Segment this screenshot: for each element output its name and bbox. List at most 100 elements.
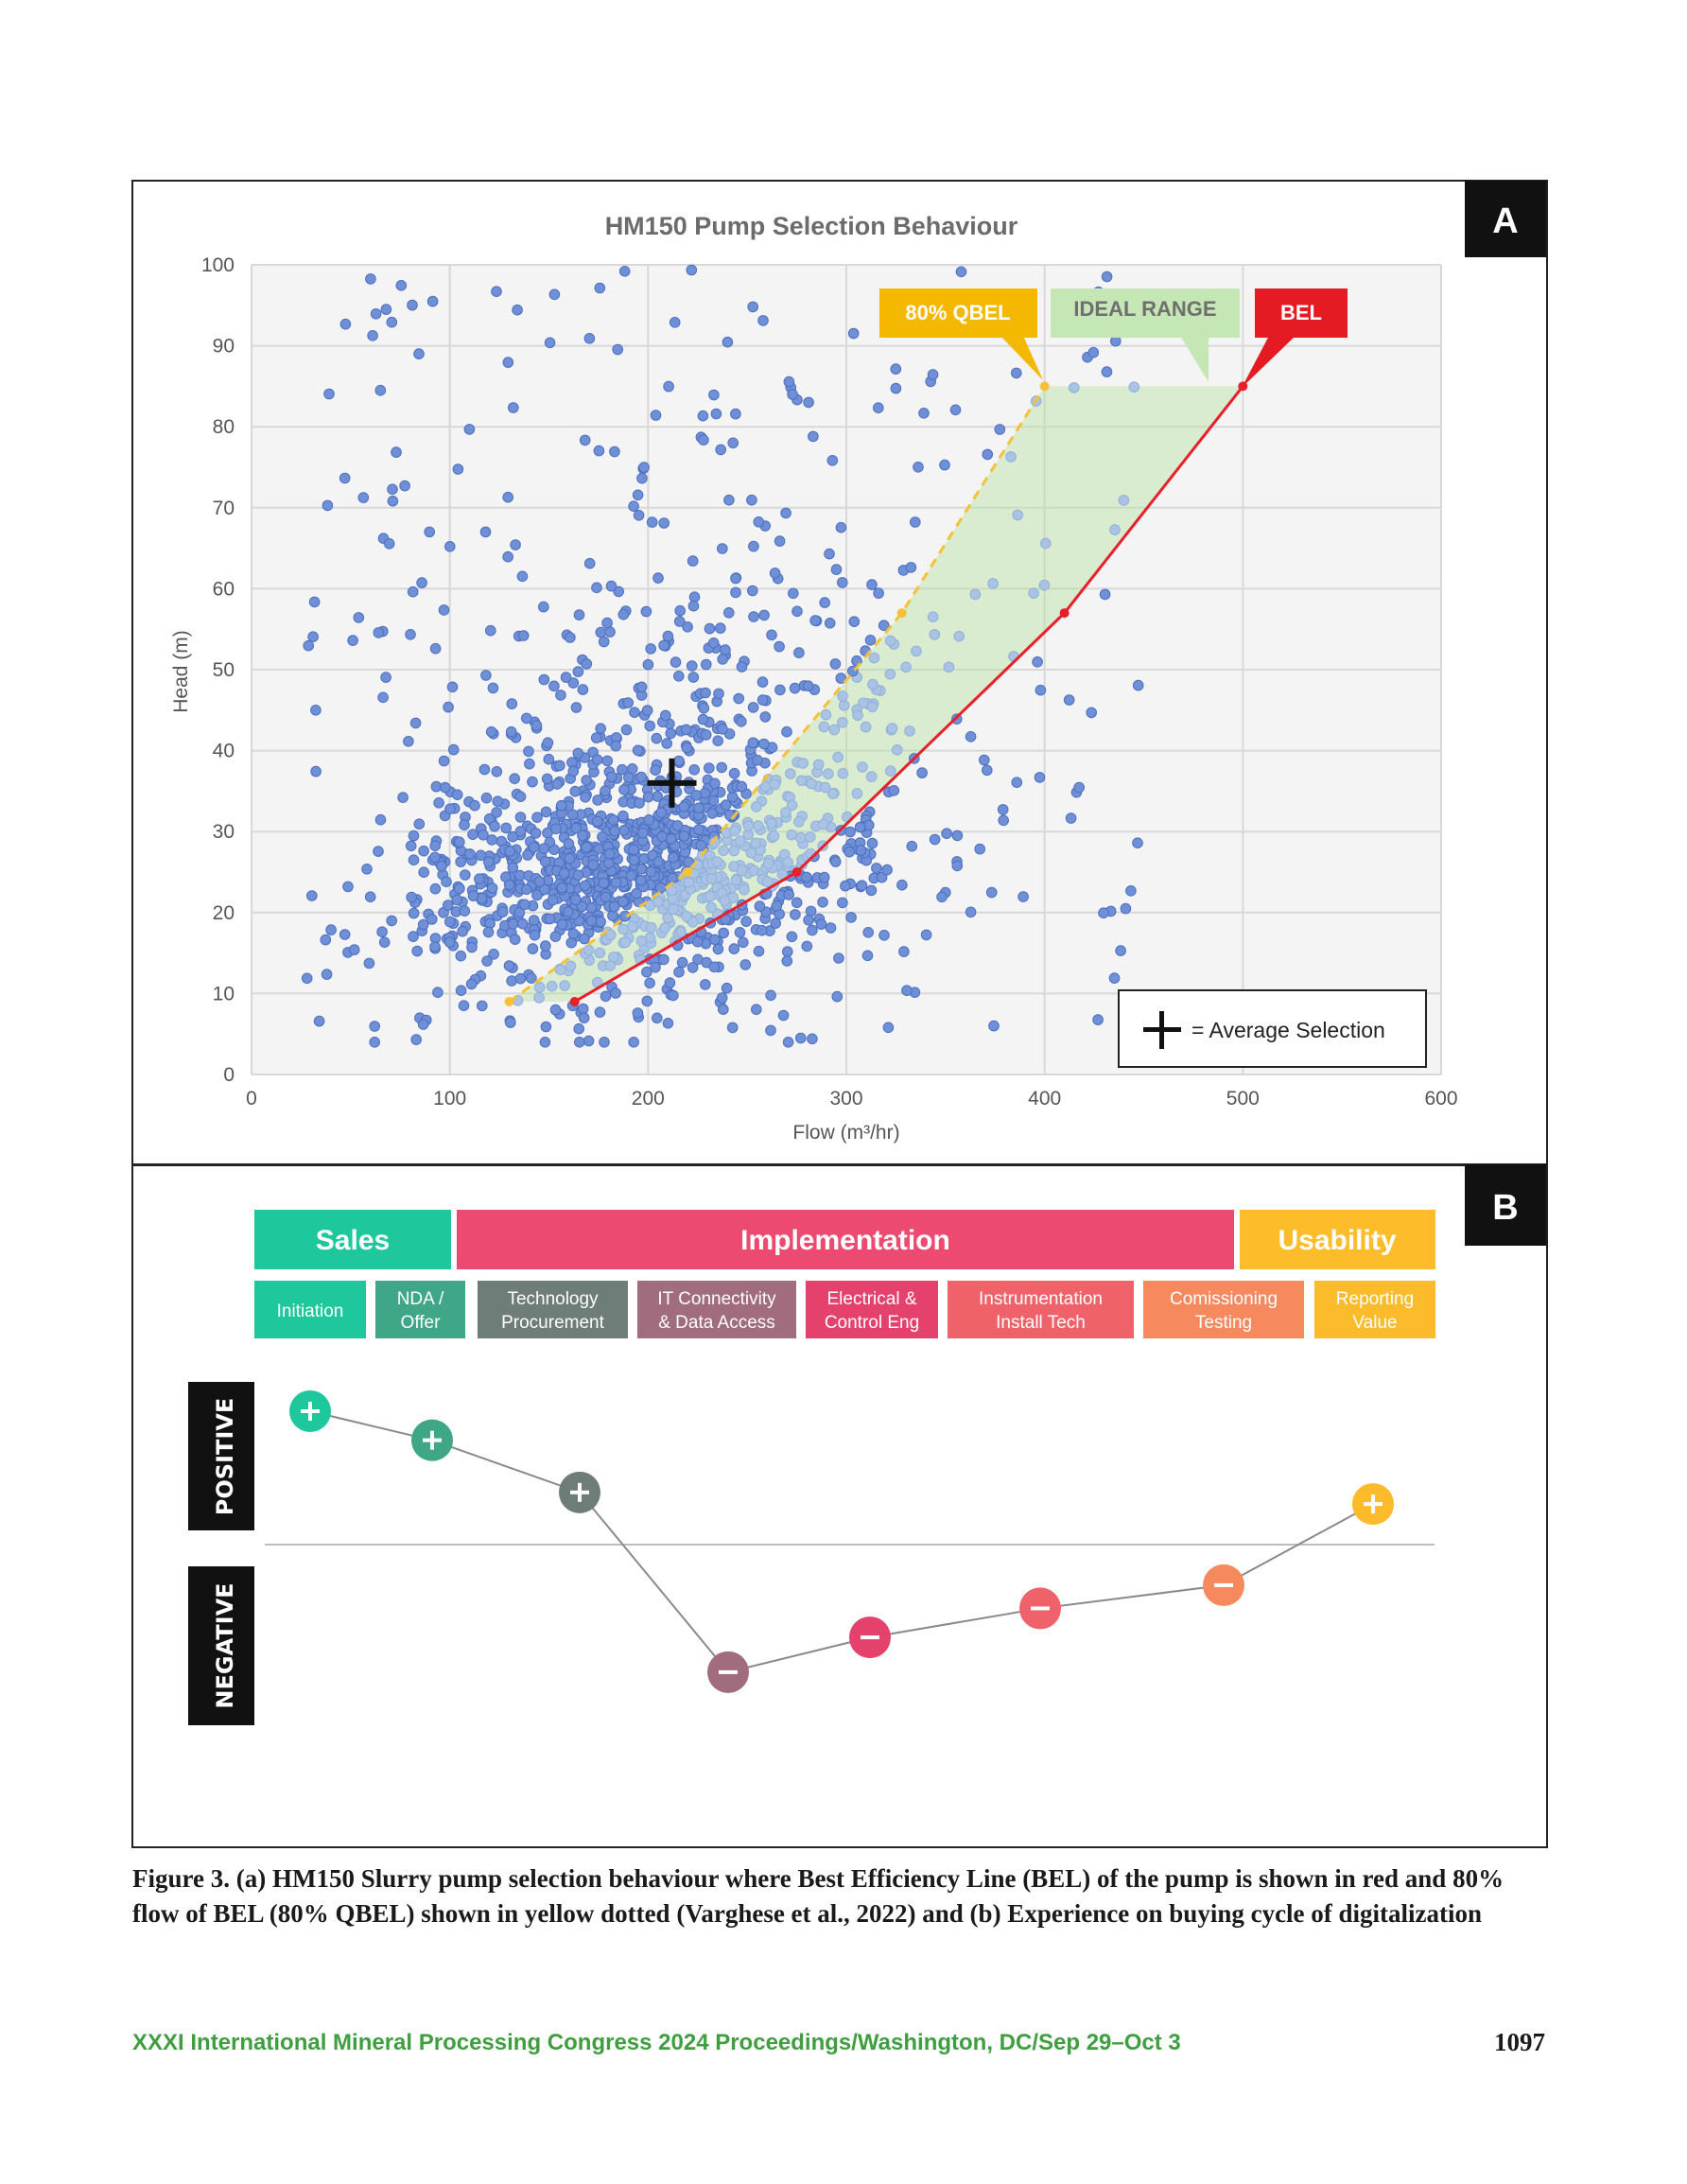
scatter-point: [567, 765, 580, 778]
scatter-point: [413, 818, 426, 830]
scatter-point: [882, 1022, 895, 1034]
scatter-point: [554, 760, 565, 772]
scatter-point: [598, 877, 610, 889]
scatter-point: [747, 301, 759, 313]
step-label-line2: Value: [1352, 1313, 1397, 1333]
ideal-range-callout: IDEAL RANGE: [1051, 288, 1240, 382]
scatter-point: [740, 916, 752, 928]
line-marker: [896, 608, 907, 619]
scatter-point: [786, 799, 798, 812]
scatter-point: [670, 656, 682, 668]
scatter-point: [998, 814, 1009, 827]
scatter-point: [720, 644, 731, 655]
scatter-point: [705, 901, 718, 914]
scatter-point: [927, 369, 939, 380]
scatter-point: [890, 382, 902, 394]
scatter-point: [663, 380, 674, 393]
scatter-point: [601, 617, 613, 629]
panel-b-label-box: [1465, 1164, 1546, 1246]
scatter-point: [1092, 1014, 1104, 1025]
scatter-point: [519, 899, 530, 911]
scatter-point: [635, 681, 648, 693]
scatter-point: [664, 977, 676, 988]
scatter-point: [758, 609, 770, 621]
scatter-point: [524, 758, 535, 770]
scatter-point: [580, 792, 591, 803]
scatter-point: [829, 658, 842, 670]
y-tick-label: 60: [213, 578, 235, 600]
scatter-point: [965, 906, 977, 918]
scatter-point: [1034, 772, 1046, 783]
scatter-point: [805, 831, 816, 843]
scatter-point: [313, 1015, 325, 1027]
scatter-point: [478, 763, 491, 776]
scatter-point: [969, 588, 982, 601]
scatter-point: [707, 638, 720, 649]
x-tick-label: 400: [1028, 1088, 1061, 1109]
scatter-point: [845, 912, 857, 923]
scatter-point: [635, 864, 648, 875]
scatter-point: [674, 604, 687, 617]
scatter-point: [858, 697, 869, 709]
scatter-point: [669, 317, 681, 328]
scatter-point: [527, 776, 538, 788]
scatter-point: [770, 917, 782, 929]
scatter-point: [687, 962, 699, 973]
scatter-point: [581, 841, 593, 853]
scatter-point: [577, 830, 588, 842]
scatter-point: [486, 882, 498, 894]
scatter-point: [817, 818, 829, 830]
scatter-point: [753, 516, 765, 528]
scatter-point: [868, 652, 880, 664]
y-tick-label: 20: [213, 902, 235, 924]
scatter-point: [884, 668, 896, 680]
scatter-point: [817, 897, 828, 908]
scatter-point: [433, 797, 444, 809]
scatter-point: [475, 849, 487, 862]
scatter-point: [577, 684, 589, 695]
scatter-point: [357, 492, 370, 503]
scatter-point: [573, 1022, 585, 1035]
scatter-point: [408, 830, 420, 842]
scatter-point: [544, 913, 556, 925]
scatter-point: [644, 977, 655, 989]
scatter-point: [458, 1000, 470, 1011]
scatter-point: [904, 725, 915, 737]
scatter-point: [754, 900, 766, 912]
scatter-point: [700, 979, 711, 990]
scatter-point: [918, 408, 930, 419]
scatter-point: [507, 918, 519, 930]
scatter-point: [387, 483, 398, 496]
scatter-point: [1065, 812, 1077, 824]
step-box: Technology Procurement: [478, 1281, 628, 1338]
scatter-point: [949, 404, 962, 416]
minus-icon: [1203, 1564, 1244, 1606]
scatter-point: [567, 677, 580, 689]
scatter-point: [896, 879, 908, 891]
scatter-point: [610, 987, 621, 999]
scatter-point: [785, 768, 796, 779]
scatter-point: [768, 830, 780, 842]
scatter-point: [632, 1007, 644, 1019]
scatter-point: [1005, 451, 1017, 463]
scatter-point: [635, 771, 647, 783]
scatter-point: [628, 854, 640, 866]
scatter-point: [1120, 902, 1132, 915]
scatter-point: [369, 1037, 381, 1048]
qbel-callout-text: 80% QBEL: [905, 301, 1010, 324]
scatter-point: [757, 315, 769, 326]
scatter-point: [533, 876, 546, 887]
scatter-point: [837, 577, 848, 588]
scatter-point: [549, 1004, 562, 1016]
scatter-point: [544, 337, 556, 349]
scatter-point: [690, 790, 703, 801]
scatter-point: [682, 621, 693, 633]
scatter-point: [727, 437, 739, 449]
scatter-point: [762, 858, 774, 869]
scatter-point: [572, 666, 584, 677]
step-box-bg: [806, 1281, 938, 1338]
scatter-point: [728, 845, 740, 857]
minus-icon: [849, 1616, 891, 1659]
scatter-point: [565, 632, 576, 643]
scatter-point: [636, 472, 648, 484]
